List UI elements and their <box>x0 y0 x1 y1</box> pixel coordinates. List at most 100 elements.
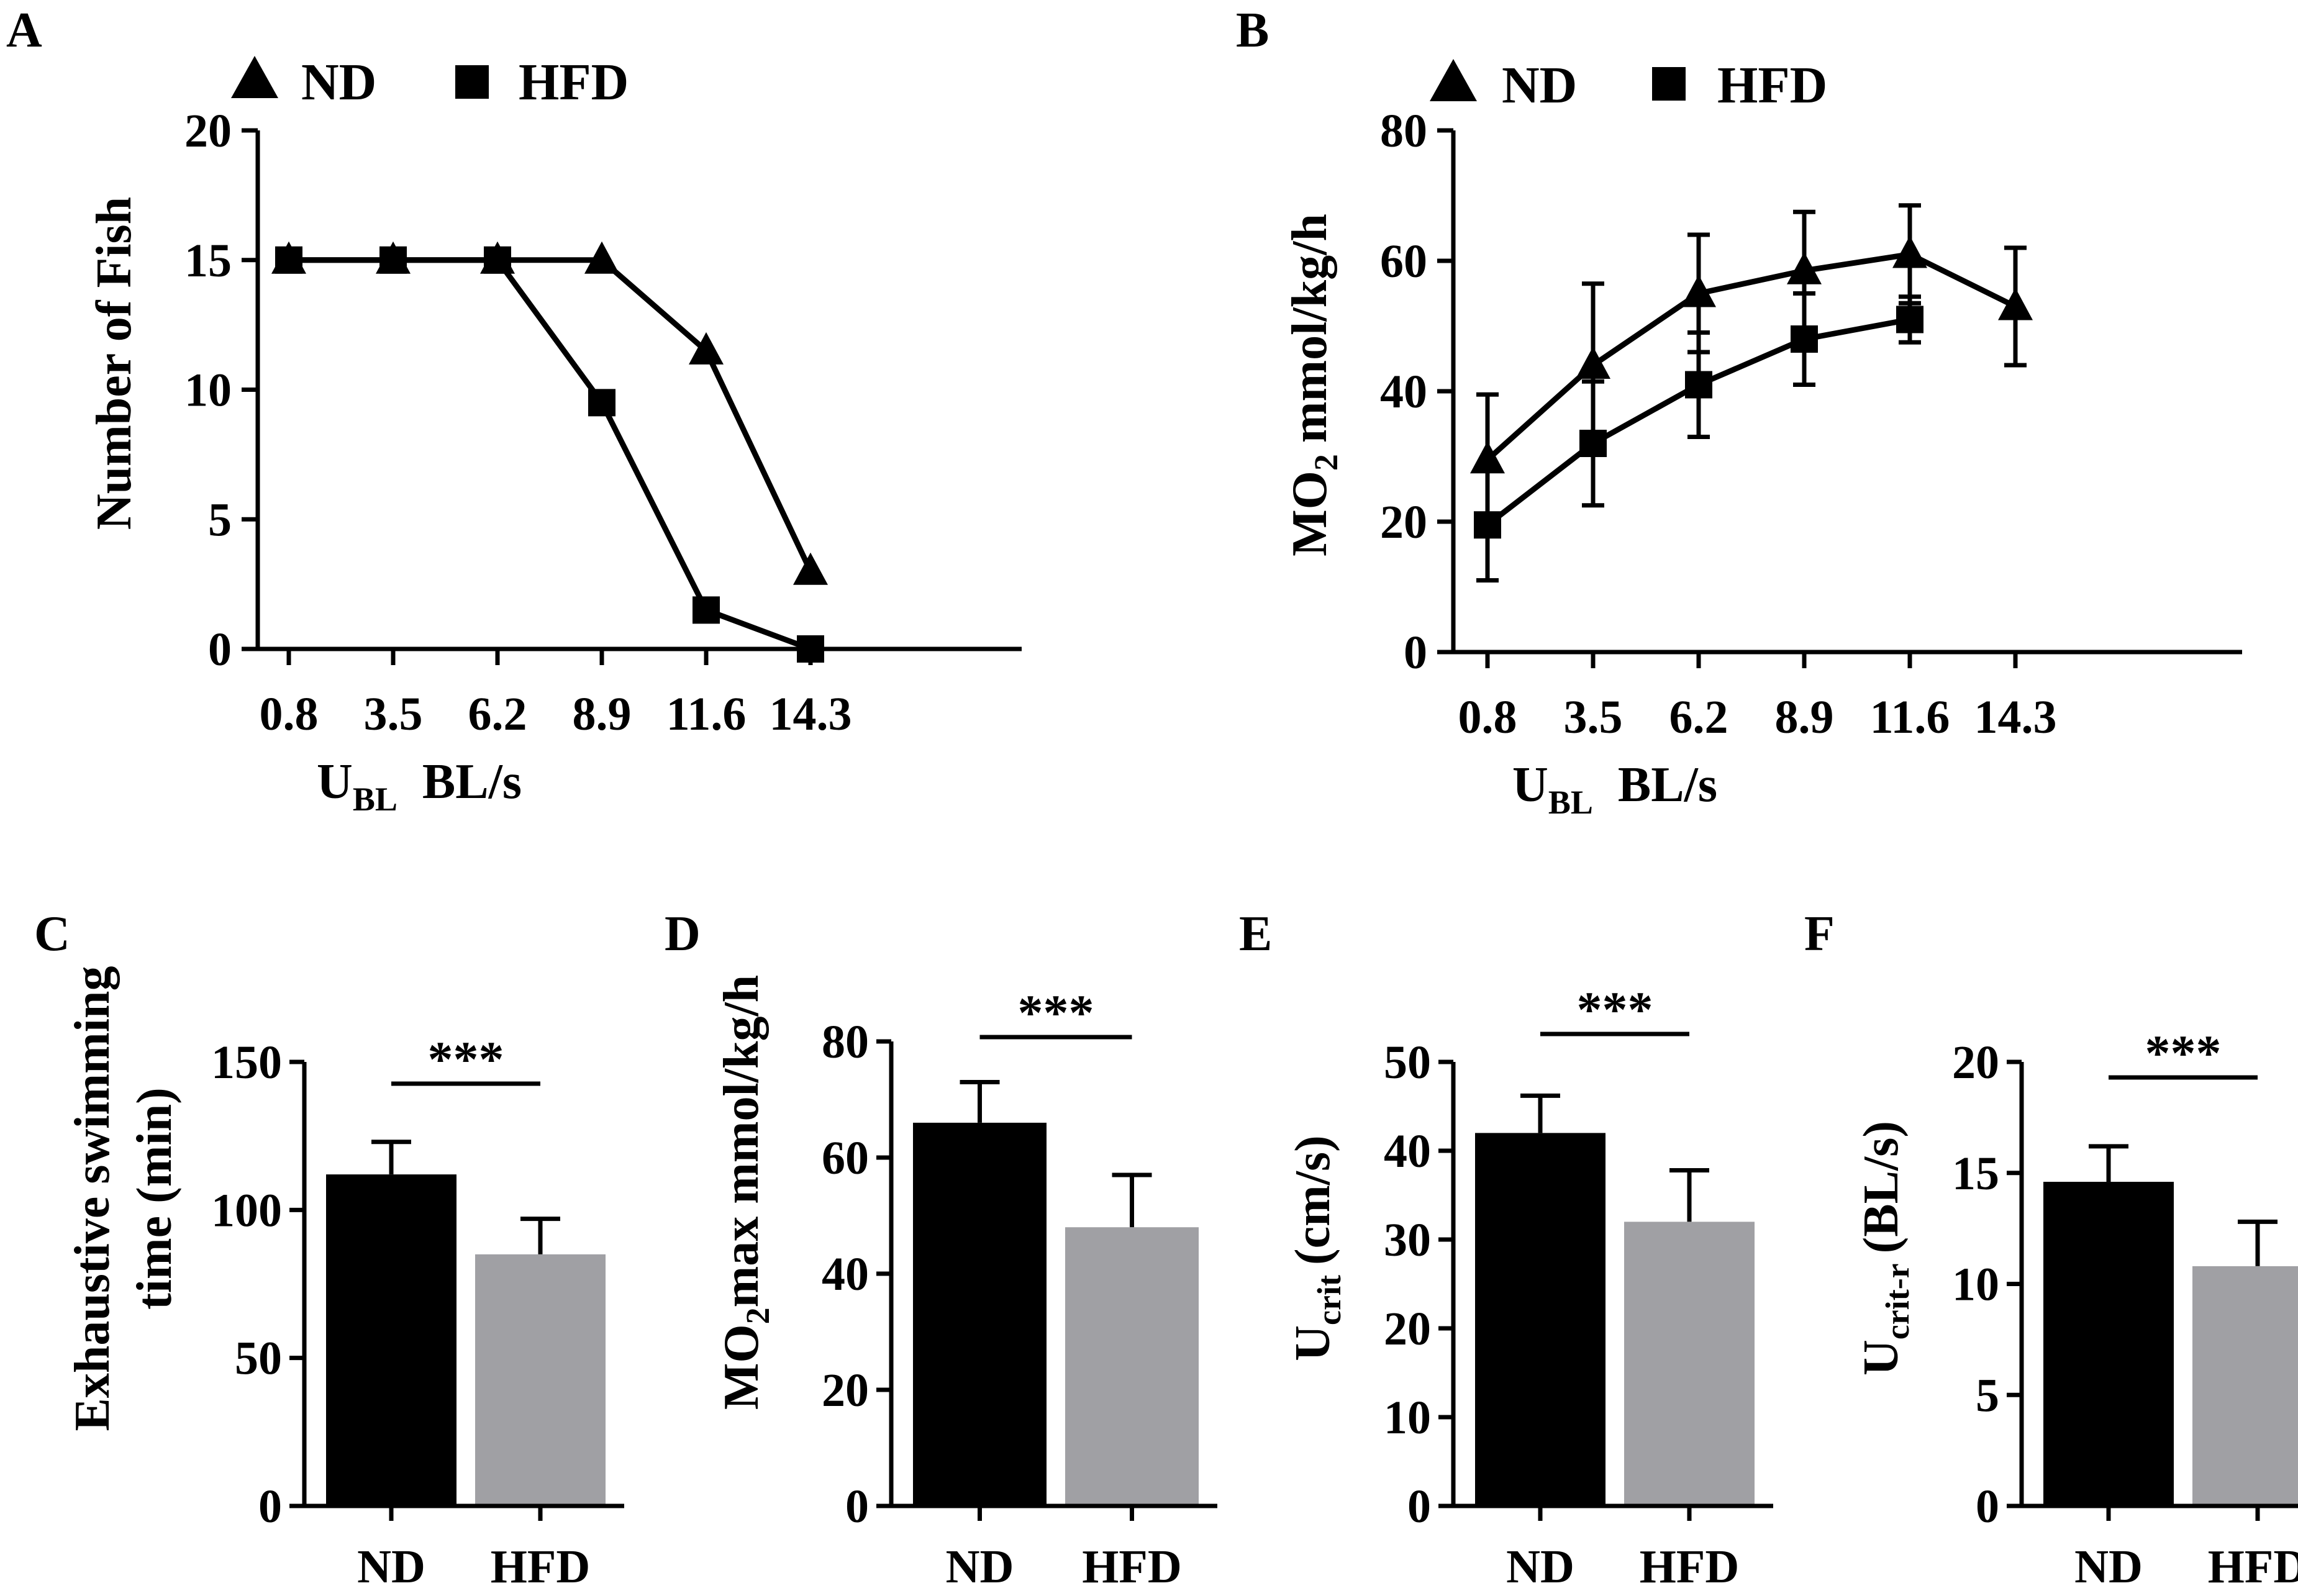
x-axis-b: 0.8 3.5 6.2 8.9 11.6 14.3 <box>1453 650 2242 743</box>
data-point-nd <box>584 241 619 274</box>
data-point-nd <box>1470 441 1505 474</box>
bar-nd <box>1475 1133 1605 1506</box>
bar-hfd <box>475 1254 606 1506</box>
y-tick-label: 60 <box>1380 235 1427 288</box>
x-axis-a: 0.8 3.5 6.2 8.9 11.6 14.3 <box>258 646 1022 740</box>
x-tick-label: 0.8 <box>1458 691 1517 743</box>
data-point-nd <box>793 552 828 585</box>
y-axis-a: 0 5 10 15 20 <box>184 105 260 676</box>
y-tick-label: 20 <box>1952 1036 1999 1089</box>
legend-hfd-label: HFD <box>519 53 629 111</box>
plot-area-b <box>1470 203 2033 583</box>
y-tick-label: 0 <box>1976 1480 1999 1533</box>
data-point-hfd <box>1791 325 1818 353</box>
plot-area-f: *** <box>2043 1025 2298 1506</box>
significance-stars: *** <box>428 1031 504 1087</box>
bar-nd <box>913 1122 1047 1506</box>
x-axis-d: ND HFD <box>891 1503 1217 1593</box>
data-point-hfd <box>693 596 720 624</box>
y-tick-label: 20 <box>184 105 232 157</box>
x-tick-label: 6.2 <box>468 688 527 740</box>
y-title-sub: crit <box>1310 1275 1348 1325</box>
significance-stars: *** <box>2145 1025 2222 1081</box>
y-axis-title-e: Ucrit (cm/s) <box>1286 1135 1348 1361</box>
x-tick-label: 8.9 <box>573 688 632 740</box>
y-axis-c: 0 50 100 150 <box>211 1036 307 1533</box>
data-point-hfd <box>275 246 302 274</box>
legend-nd-triangle-icon <box>1430 59 1477 101</box>
y-tick-label: 15 <box>184 235 232 287</box>
data-point-nd <box>1576 347 1610 379</box>
panel-d: D 0 20 40 60 80 *** ND HFD MO2max mmol/kg/h <box>665 907 1217 1593</box>
x-tick-label: 6.2 <box>1669 691 1728 743</box>
y-axis-title-f: Ucrit-r (BL/s) <box>1854 1121 1916 1376</box>
bar-hfd <box>2192 1266 2298 1506</box>
bar-nd <box>2043 1182 2174 1506</box>
y-axis-b: 0 20 40 60 80 <box>1380 105 1456 679</box>
legend-nd-label: ND <box>1502 57 1577 114</box>
data-point-nd <box>1681 274 1716 307</box>
data-point-hfd <box>588 389 615 417</box>
y-tick-label: 0 <box>1404 627 1427 679</box>
x-title-unit: BL/s <box>1618 758 1717 812</box>
y-tick-label: 40 <box>1384 1125 1431 1177</box>
data-point-nd <box>1787 252 1822 284</box>
x-axis-title-b: UBL BL/s <box>1512 758 1717 821</box>
y-tick-label: 100 <box>211 1184 282 1236</box>
x-title-main: U <box>1512 758 1548 812</box>
y-tick-label: 0 <box>258 1480 282 1533</box>
plot-area-d: *** <box>913 984 1199 1506</box>
y-axis-d: 0 20 40 60 80 <box>822 1016 894 1533</box>
legend-nd-triangle-icon <box>231 56 278 98</box>
y-title-unit: max mmol/kg/h <box>714 975 769 1308</box>
x-tick-label: 14.3 <box>770 688 852 740</box>
panel-c: C 0 50 100 150 *** ND HFD Exhaustive swimmin… <box>34 907 624 1593</box>
y-tick-label: 10 <box>1952 1259 1999 1311</box>
legend-nd-label: ND <box>301 53 376 111</box>
y-axis-title-c-line1: Exhaustive swimming <box>65 966 120 1431</box>
plot-area-a <box>271 241 828 663</box>
y-tick-label: 80 <box>822 1016 869 1068</box>
y-title-main: U <box>1286 1325 1340 1361</box>
x-axis-title-a: UBL BL/s <box>317 755 522 818</box>
y-tick-label: 30 <box>1384 1214 1431 1266</box>
y-tick-label: 5 <box>208 494 232 546</box>
x-tick-label: HFD <box>491 1541 590 1593</box>
x-axis-c: ND HFD <box>304 1503 624 1593</box>
y-tick-label: 0 <box>1407 1480 1431 1533</box>
y-axis-title-a: Number of Fish <box>87 197 142 530</box>
bar-hfd <box>1065 1227 1199 1506</box>
panel-label-e: E <box>1239 907 1272 961</box>
y-tick-label: 150 <box>211 1036 282 1089</box>
data-point-nd <box>1998 288 2033 320</box>
x-tick-label: 0.8 <box>260 688 319 740</box>
y-title-sub: 2 <box>1307 454 1345 471</box>
panel-f: F 0 5 10 15 20 *** ND HFD Ucrit-r (BL/s) <box>1804 907 2298 1593</box>
legend-hfd-square-icon <box>1652 67 1686 101</box>
plot-area-e: *** <box>1475 981 1755 1506</box>
significance-stars: *** <box>1018 984 1094 1041</box>
x-tick-label: HFD <box>1082 1541 1181 1593</box>
series-line-nd <box>1485 252 2017 462</box>
y-tick-label: 0 <box>845 1480 869 1533</box>
panel-label-b: B <box>1236 3 1269 58</box>
legend-b: ND HFD <box>1430 57 1827 114</box>
data-point-hfd <box>1896 306 1923 333</box>
y-title-unit: (BL/s) <box>1854 1121 1909 1253</box>
data-point-hfd <box>484 246 511 274</box>
x-title-sub: BL <box>353 781 397 818</box>
x-tick-label: 11.6 <box>666 688 747 740</box>
data-point-hfd <box>1579 430 1607 457</box>
y-tick-label: 15 <box>1952 1148 1999 1200</box>
data-point-hfd <box>1474 511 1501 539</box>
y-tick-label: 20 <box>822 1364 869 1417</box>
bar-hfd <box>1624 1222 1755 1506</box>
y-tick-label: 0 <box>208 623 232 676</box>
x-axis-f: ND HFD <box>2022 1503 2298 1593</box>
y-tick-label: 40 <box>822 1248 869 1300</box>
panel-label-d: D <box>665 907 701 961</box>
y-title-sub: 2 <box>739 1307 776 1324</box>
x-title-main: U <box>317 755 353 809</box>
y-tick-label: 20 <box>1380 496 1427 548</box>
